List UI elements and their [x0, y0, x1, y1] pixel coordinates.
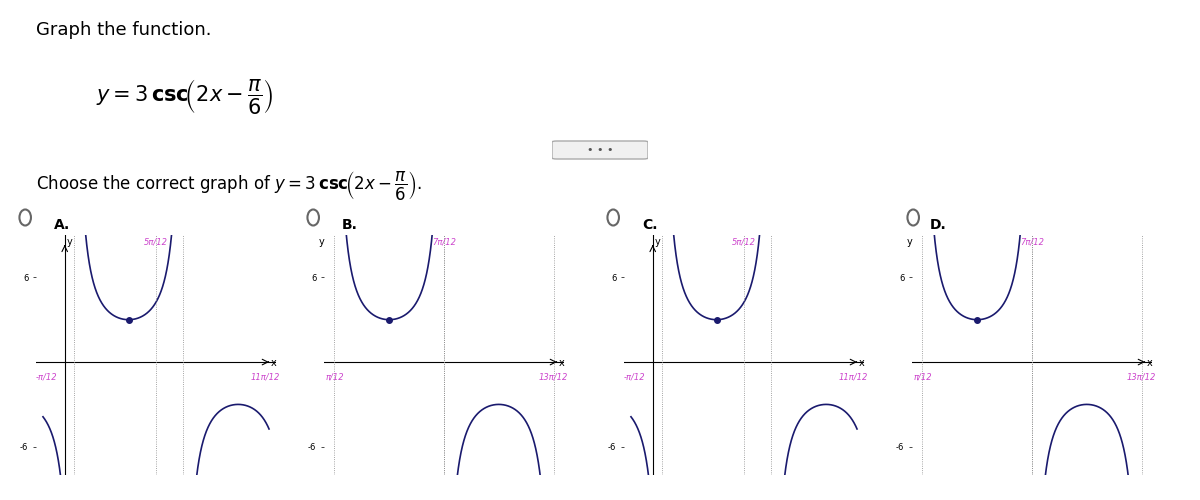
Text: 5π/12: 5π/12: [732, 238, 756, 247]
Text: y: y: [906, 237, 912, 247]
Text: x: x: [1146, 358, 1152, 368]
Text: B.: B.: [342, 218, 358, 232]
Text: x: x: [858, 358, 864, 368]
Text: y: y: [655, 237, 660, 247]
Text: y: y: [67, 237, 72, 247]
Text: 7π/12: 7π/12: [432, 238, 456, 247]
Text: • • •: • • •: [587, 145, 613, 155]
Text: 11π/12: 11π/12: [251, 372, 281, 381]
Text: Graph the function.: Graph the function.: [36, 21, 211, 39]
Text: C.: C.: [642, 218, 658, 232]
Text: y: y: [318, 237, 324, 247]
Text: Choose the correct graph of $y = 3\,\mathbf{csc}\!\left(2x - \dfrac{\pi}{6}\righ: Choose the correct graph of $y = 3\,\mat…: [36, 169, 421, 202]
Text: $y = 3\,\mathbf{csc}\!\left(2x - \dfrac{\pi}{6}\right)$: $y = 3\,\mathbf{csc}\!\left(2x - \dfrac{…: [96, 77, 274, 116]
Text: 7π/12: 7π/12: [1020, 238, 1044, 247]
Text: -π/12: -π/12: [624, 372, 646, 381]
Text: π/12: π/12: [325, 372, 343, 381]
Text: 5π/12: 5π/12: [144, 238, 168, 247]
Text: x: x: [558, 358, 564, 368]
Text: x: x: [270, 358, 276, 368]
Text: 13π/12: 13π/12: [539, 372, 569, 381]
Text: 13π/12: 13π/12: [1127, 372, 1157, 381]
Text: D.: D.: [930, 218, 947, 232]
Text: -π/12: -π/12: [36, 372, 58, 381]
Text: π/12: π/12: [913, 372, 931, 381]
FancyBboxPatch shape: [552, 141, 648, 159]
Text: 11π/12: 11π/12: [839, 372, 869, 381]
Text: A.: A.: [54, 218, 71, 232]
